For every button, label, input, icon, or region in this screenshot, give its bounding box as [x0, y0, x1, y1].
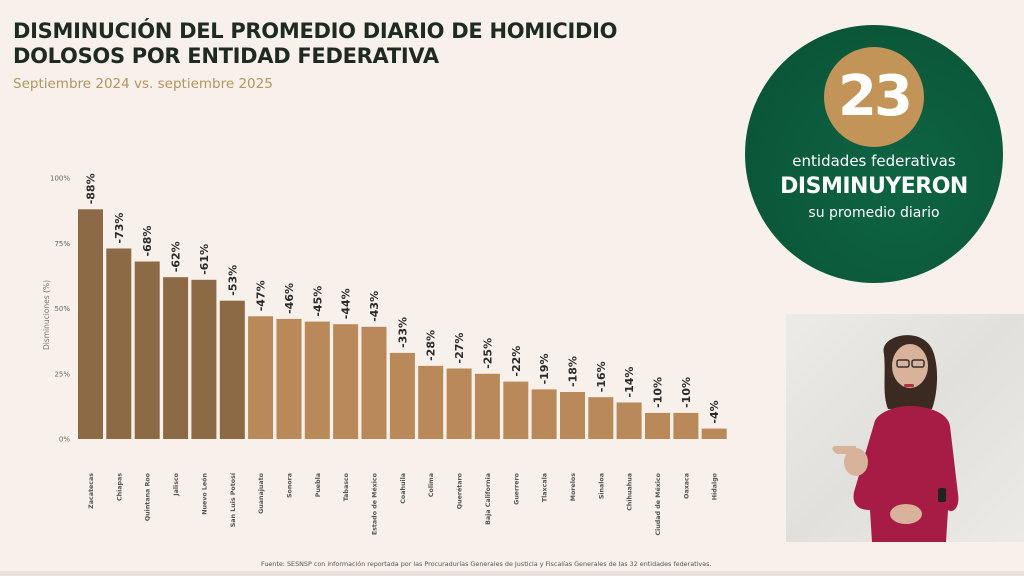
x-tick-label: Baja California: [485, 473, 492, 525]
x-tick-label: Morelos: [570, 473, 577, 501]
bar: [588, 397, 614, 439]
bar: [474, 373, 500, 440]
bar: [219, 300, 245, 439]
sign-language-interpreter-video: [786, 314, 1024, 542]
bar: [106, 248, 132, 439]
data-label: -16%: [595, 361, 608, 392]
bar: [701, 428, 727, 439]
x-tick-label: Sinaloa: [598, 473, 605, 499]
data-label: -43%: [368, 291, 381, 322]
badge-line-1: entidades federativas: [792, 152, 956, 170]
page-subtitle: Septiembre 2024 vs. septiembre 2025: [13, 76, 273, 92]
x-tick-label: Tabasco: [343, 472, 350, 501]
summary-badge: 23 entidades federativas DISMINUYERON su…: [745, 25, 1003, 283]
data-label: -44%: [340, 288, 353, 319]
x-tick-label: Coahuila: [400, 473, 407, 504]
bar: [531, 389, 557, 439]
x-tick-label: Guerrero: [513, 472, 520, 505]
x-tick-label: Ciudad de México: [654, 472, 662, 535]
x-tick-label: San Luis Potosí: [229, 472, 237, 527]
source-note: Fuente: SESNSP con información reportada…: [261, 560, 712, 568]
bar: [645, 412, 670, 439]
x-tick-label: Sonora: [287, 473, 294, 498]
data-label: -33%: [396, 317, 409, 348]
data-label: -68%: [141, 226, 154, 257]
data-label: -73%: [113, 213, 126, 244]
data-label: -10%: [652, 377, 665, 408]
bar: [560, 392, 585, 439]
badge-line-2: DISMINUYERON: [780, 174, 968, 199]
data-labels: -88% -73% -68% -62% -61% -53% -47% -46% -45% -44%…: [85, 173, 722, 423]
bar: [418, 365, 444, 439]
bar: [191, 279, 217, 439]
data-label: -28%: [425, 330, 438, 361]
y-axis: 0% 25% 50% 75% 100%: [50, 175, 70, 444]
bar: [389, 352, 415, 439]
data-label: -46%: [283, 283, 296, 314]
data-label: -47%: [255, 280, 268, 311]
data-label: -45%: [311, 286, 324, 317]
badge-number: 23: [838, 64, 913, 129]
bottom-bar: [0, 571, 1024, 576]
x-tick-label: Chihuahua: [627, 473, 634, 511]
bar: [673, 412, 699, 439]
bar: [304, 321, 330, 439]
y-tick-label: 25%: [54, 370, 70, 378]
x-tick-label: Quintana Roo: [145, 472, 152, 521]
bar: [276, 318, 302, 439]
y-axis-label: Disminuciones (%): [42, 280, 51, 350]
data-label: -61%: [198, 244, 211, 275]
bar: [333, 324, 359, 439]
bar: [361, 326, 387, 439]
x-tick-label: Hidalgo: [712, 472, 719, 500]
data-label: -4%: [708, 400, 721, 423]
data-label: -53%: [226, 265, 239, 296]
x-tick-label: Nuevo León: [200, 473, 208, 515]
x-axis-labels: Zacatecas Chiapas Quintana Roo Jalisco Nuevo…: [88, 472, 719, 535]
x-tick-label: Zacatecas: [88, 473, 95, 509]
bar: [446, 368, 472, 439]
data-label: -27%: [453, 333, 466, 364]
bars: [78, 209, 727, 440]
interpreter-icon: [832, 335, 959, 542]
data-label: -25%: [481, 338, 494, 369]
y-tick-label: 0%: [59, 436, 70, 444]
bar: [134, 261, 160, 439]
x-tick-label: Chiapas: [116, 473, 123, 501]
x-tick-label: Tlaxcala: [542, 473, 549, 502]
x-tick-label: Colima: [428, 473, 435, 497]
x-tick-label: Guanajuato: [258, 472, 265, 514]
data-label: -22%: [510, 346, 523, 377]
y-tick-label: 50%: [54, 305, 70, 313]
x-tick-label: Puebla: [315, 473, 322, 497]
data-label: -18%: [567, 356, 580, 387]
badge-number-circle: 23: [824, 47, 924, 147]
x-tick-label: Jalisco: [173, 472, 180, 496]
page-title: DISMINUCIÓN DEL PROMEDIO DIARIO DE HOMIC…: [13, 19, 618, 68]
y-tick-label: 100%: [50, 175, 70, 183]
x-tick-label: Querétaro: [456, 472, 464, 509]
bar: [616, 402, 642, 439]
x-tick-label: Estado de México: [371, 472, 379, 535]
bar: [503, 381, 529, 439]
data-label: -88%: [85, 173, 98, 204]
bar: [163, 277, 189, 439]
bar-chart: 0% 25% 50% 75% 100% Disminuciones (%) -88% -7…: [42, 173, 727, 536]
badge-line-3: su promedio diario: [808, 205, 940, 221]
y-tick-label: 75%: [54, 240, 70, 248]
bar: [78, 209, 103, 439]
data-label: -19%: [538, 353, 551, 384]
bar: [248, 316, 274, 439]
data-label: -62%: [170, 241, 183, 272]
x-tick-label: Oaxaca: [683, 473, 690, 499]
data-label: -10%: [680, 377, 693, 408]
data-label: -14%: [623, 367, 636, 398]
